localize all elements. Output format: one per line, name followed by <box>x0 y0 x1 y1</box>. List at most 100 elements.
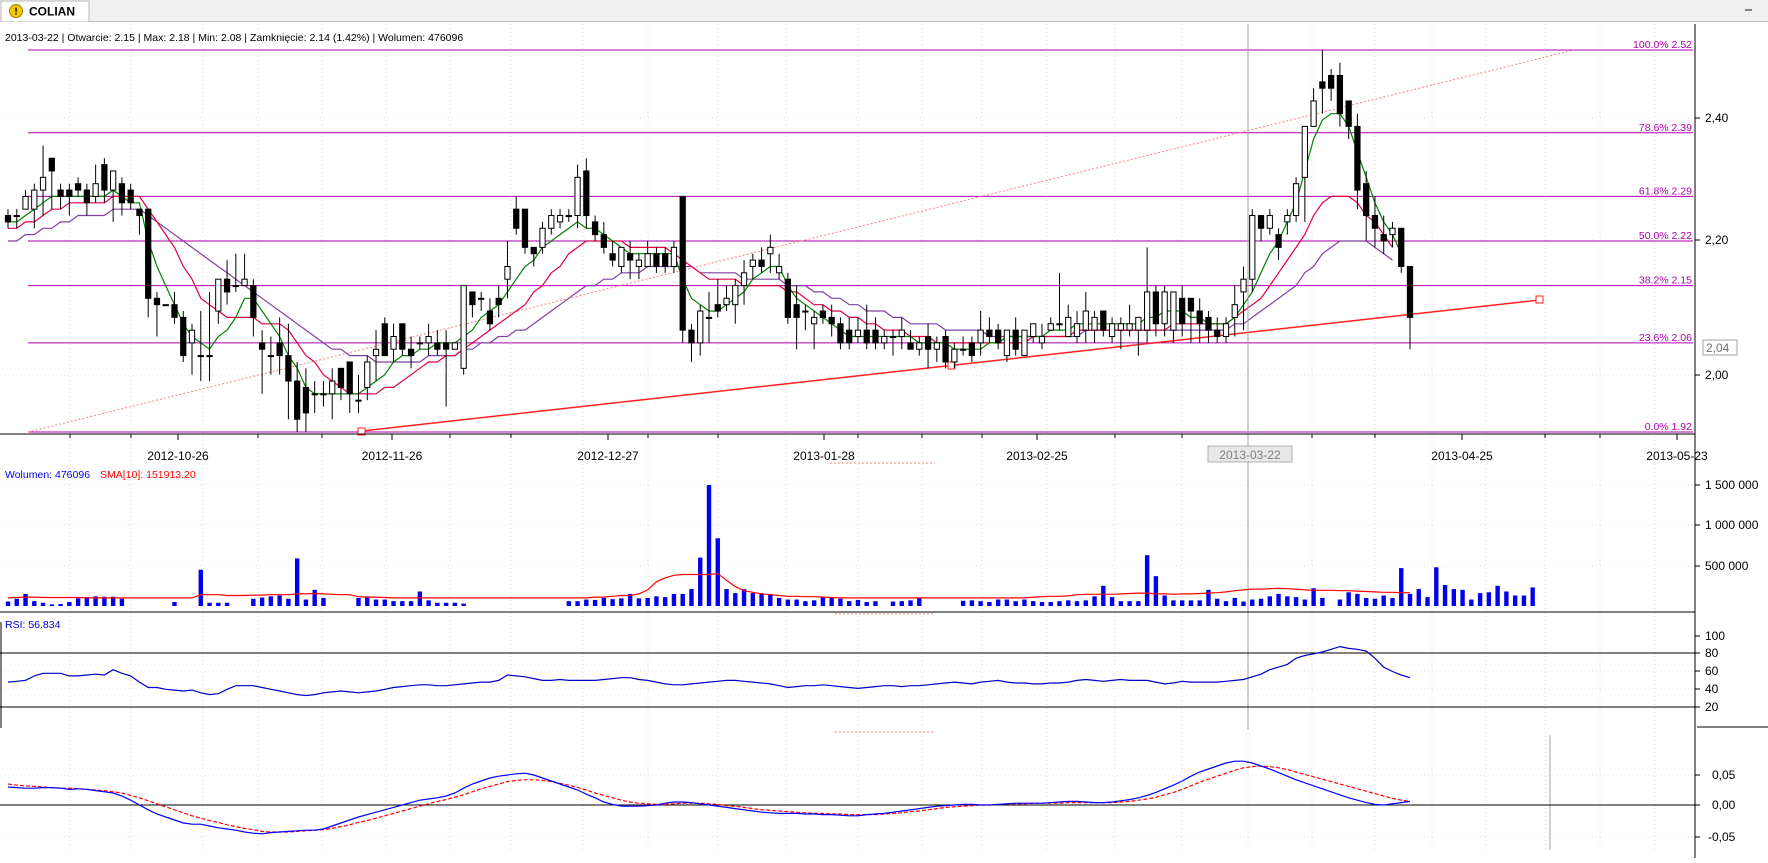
candle[interactable] <box>460 285 467 375</box>
candle[interactable] <box>618 246 625 273</box>
candle[interactable] <box>390 323 397 362</box>
candle[interactable] <box>749 253 756 280</box>
candle[interactable] <box>705 291 713 343</box>
candle[interactable] <box>145 208 152 318</box>
candle[interactable] <box>57 183 64 210</box>
candle[interactable] <box>320 381 327 407</box>
candle[interactable] <box>250 279 257 337</box>
candle[interactable] <box>521 208 529 254</box>
candle[interactable] <box>1257 215 1265 241</box>
candle[interactable] <box>399 323 406 356</box>
candle[interactable] <box>846 317 853 350</box>
candle[interactable] <box>1143 247 1151 343</box>
candle[interactable] <box>74 177 82 197</box>
candle[interactable] <box>1284 209 1291 235</box>
candle[interactable] <box>442 330 450 407</box>
candle[interactable] <box>1117 317 1124 350</box>
candle[interactable] <box>697 304 704 356</box>
candle[interactable] <box>153 291 161 337</box>
candle[interactable] <box>679 195 686 343</box>
candle[interactable] <box>1240 266 1247 331</box>
candle[interactable] <box>802 304 809 331</box>
candle[interactable] <box>837 317 844 350</box>
candle[interactable] <box>136 208 143 235</box>
candle[interactable] <box>530 246 537 267</box>
candle[interactable] <box>1389 221 1396 248</box>
candle[interactable] <box>916 336 923 356</box>
candle[interactable] <box>407 336 415 369</box>
candle[interactable] <box>539 221 546 254</box>
candle[interactable] <box>627 241 634 280</box>
candle[interactable] <box>1249 209 1256 292</box>
candle[interactable] <box>337 367 345 401</box>
candle[interactable] <box>355 374 362 413</box>
candle[interactable] <box>662 247 669 273</box>
candle[interactable] <box>863 304 870 350</box>
candle[interactable] <box>1292 177 1300 222</box>
candle[interactable] <box>714 279 721 318</box>
candle[interactable] <box>1056 272 1063 331</box>
candle[interactable] <box>1363 170 1370 241</box>
candle[interactable] <box>924 323 932 369</box>
candle[interactable] <box>215 278 222 324</box>
candle[interactable] <box>951 342 958 369</box>
candle[interactable] <box>285 323 292 420</box>
candle[interactable] <box>583 158 590 229</box>
candle[interactable] <box>1319 50 1326 114</box>
candle[interactable] <box>118 177 126 216</box>
candle[interactable] <box>1100 310 1107 337</box>
candle[interactable] <box>565 209 572 222</box>
candle[interactable] <box>267 336 275 375</box>
candle[interactable] <box>1328 69 1335 101</box>
candle[interactable] <box>451 342 459 350</box>
candle[interactable] <box>1196 298 1203 343</box>
candle[interactable] <box>591 215 599 241</box>
candle[interactable] <box>1398 227 1405 273</box>
candle[interactable] <box>1336 62 1344 127</box>
candle[interactable] <box>197 311 204 382</box>
candle[interactable] <box>600 221 607 254</box>
candle[interactable] <box>732 279 739 324</box>
candle[interactable] <box>775 253 783 280</box>
candle[interactable] <box>1108 317 1116 343</box>
candle[interactable] <box>767 234 774 273</box>
candle[interactable] <box>1161 285 1168 337</box>
candle[interactable] <box>1179 285 1186 337</box>
candle[interactable] <box>881 330 888 350</box>
candle[interactable] <box>1406 265 1414 350</box>
candle[interactable] <box>653 247 660 273</box>
candle[interactable] <box>1380 215 1387 254</box>
candle[interactable] <box>276 317 283 375</box>
candle[interactable] <box>1310 88 1317 127</box>
candle[interactable] <box>48 157 55 210</box>
candle[interactable] <box>22 190 29 210</box>
candle[interactable] <box>206 291 213 382</box>
candle[interactable] <box>162 304 169 307</box>
candle[interactable] <box>39 145 47 216</box>
candle[interactable] <box>959 336 967 356</box>
candle[interactable] <box>556 209 564 229</box>
candle[interactable] <box>364 355 371 401</box>
candle[interactable] <box>1126 304 1133 337</box>
candle[interactable] <box>1170 291 1177 343</box>
candle[interactable] <box>933 336 940 362</box>
candle[interactable] <box>977 311 984 356</box>
candle[interactable] <box>811 311 818 350</box>
candle[interactable] <box>127 183 134 210</box>
candle[interactable] <box>1354 113 1361 210</box>
candle[interactable] <box>504 241 511 299</box>
candle[interactable] <box>723 285 730 312</box>
candle[interactable] <box>889 330 897 356</box>
candle[interactable] <box>1371 196 1379 248</box>
candle[interactable] <box>232 253 239 292</box>
candle[interactable] <box>416 336 423 350</box>
candle[interactable] <box>434 330 441 356</box>
candle[interactable] <box>495 285 502 318</box>
candle[interactable] <box>381 317 388 357</box>
candle[interactable] <box>425 323 432 356</box>
candle[interactable] <box>110 170 117 222</box>
trend-handle-end[interactable] <box>1535 295 1544 304</box>
candle[interactable] <box>66 183 73 216</box>
candle[interactable] <box>188 323 196 375</box>
candle[interactable] <box>1205 311 1212 343</box>
